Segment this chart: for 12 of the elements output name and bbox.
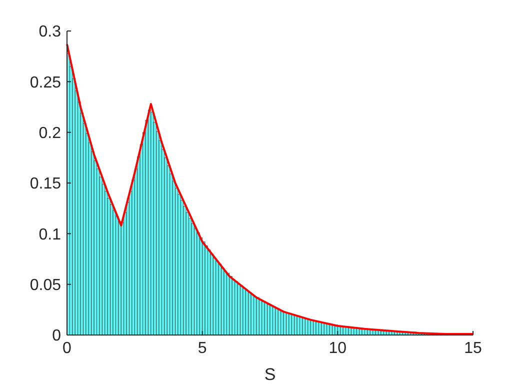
x-tick-label: 0	[62, 340, 72, 357]
y-tick-label: 0.3	[38, 24, 62, 41]
y-tick-label: 0.25	[30, 74, 62, 92]
y-tick-label: 0.15	[30, 176, 62, 193]
y-tick-label: 0.05	[30, 276, 62, 294]
x-axis-title: S	[264, 365, 276, 384]
y-tick-label: 0.2	[38, 124, 62, 142]
x-tick-label: 5	[198, 340, 207, 357]
x-tick-label: 10	[328, 340, 347, 357]
y-tick-label: 0	[52, 328, 62, 345]
y-tick-label: 0.1	[38, 226, 62, 244]
x-tick-label: 15	[464, 340, 482, 357]
